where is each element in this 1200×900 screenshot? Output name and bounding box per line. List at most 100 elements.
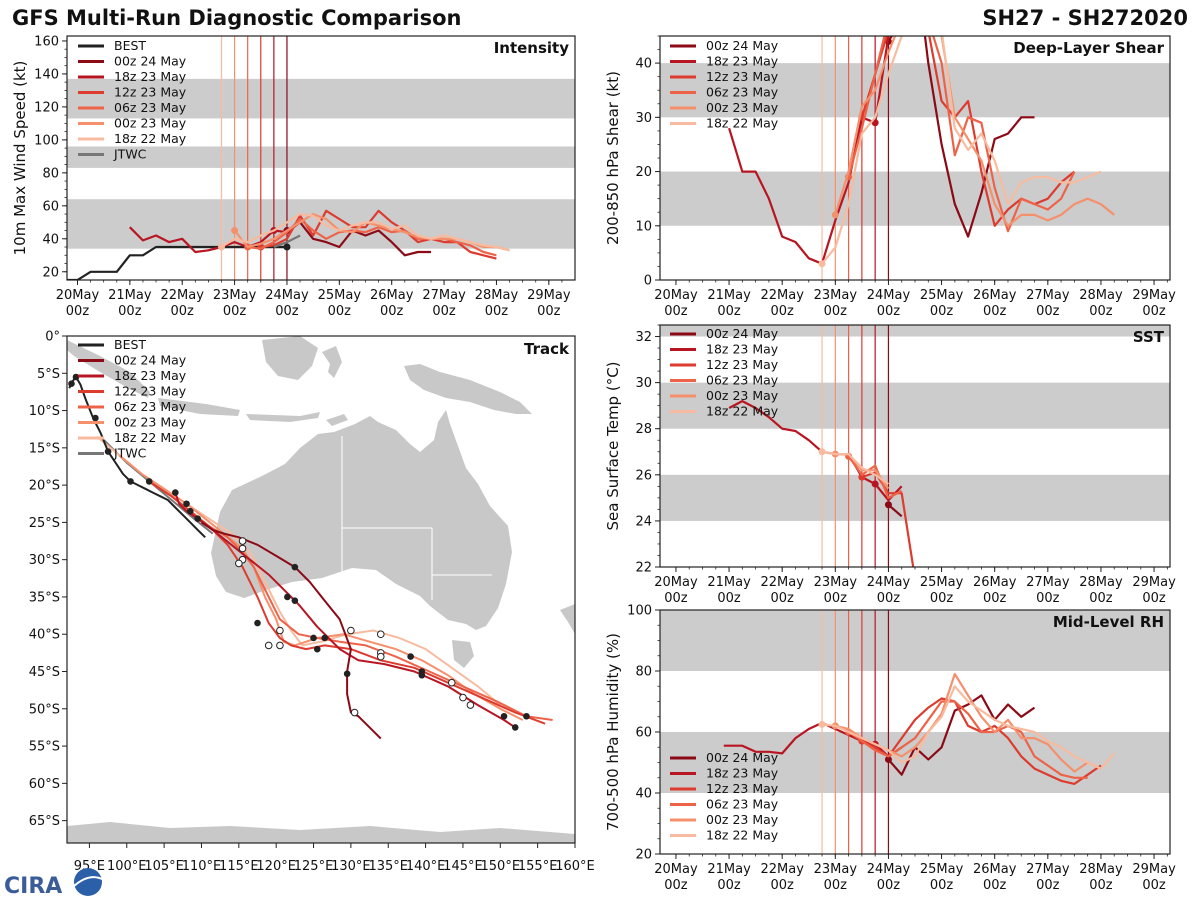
track-plot-area — [68, 373, 553, 740]
track-point-0000z — [186, 507, 194, 515]
track-point-0000z — [145, 478, 153, 485]
shear-xtick-label-hour: 00z — [1036, 304, 1060, 319]
shear-legend-label-12z-23-may: 12z 23 May — [706, 69, 779, 84]
rh-legend-label-00z-24-may: 00z 24 May — [706, 750, 779, 765]
track-point-0000z — [194, 515, 202, 522]
track-xtick-label: 110°E — [182, 859, 222, 874]
intensity-frame — [66, 35, 576, 281]
intensity-xtick-label-hour: 00z — [171, 304, 195, 319]
shear-legend-label-00z-23-may: 00z 23 May — [706, 100, 779, 115]
intensity-ytick-label: 120 — [34, 100, 59, 115]
shear-series-12z-23-may — [860, 36, 1076, 227]
shear-point-18z-22-may — [818, 260, 826, 268]
track-point-0000z — [172, 489, 179, 496]
shear-panel: 01020304020May00z21May00z22May00z23May00… — [604, 35, 1176, 319]
shear-xtick-label-hour: 00z — [771, 304, 795, 319]
sst-point-00z-24-may — [884, 501, 892, 509]
track-xtick-label: 135°E — [368, 859, 408, 874]
intensity-title: Intensity — [494, 39, 570, 57]
rh-xtick-label-hour: 00z — [930, 878, 954, 893]
intensity-xtick-label-day: 22May — [161, 288, 205, 303]
track-point-0000z — [127, 478, 134, 485]
rh-xtick-label-hour: 00z — [771, 878, 795, 893]
rh-xtick-label-hour: 00z — [1036, 878, 1060, 893]
intensity-point-best — [283, 243, 291, 251]
rh-xtick-label-day: 29May — [1132, 862, 1176, 877]
intensity-xtick-label-hour: 00z — [66, 304, 90, 319]
rh-xtick-label-hour: 00z — [664, 878, 688, 893]
rh-series-18z-22-may — [821, 685, 1116, 770]
rh-ytick-label: 20 — [635, 848, 652, 863]
track-ytick-label: 5°S — [37, 367, 60, 382]
rh-xtick-label-day: 25May — [920, 862, 964, 877]
sst-xtick-label-hour: 00z — [1036, 591, 1060, 606]
intensity-ytick-label: 40 — [42, 232, 59, 247]
sst-xtick-label-hour: 00z — [664, 591, 688, 606]
track-xtick-label: 150°E — [481, 859, 521, 874]
track-xtick-label: 125°E — [294, 859, 334, 874]
sst-ytick-label: 32 — [635, 330, 652, 345]
track-ytick-label: 35°S — [29, 590, 60, 605]
shear-legend-label-18z-22-may: 18z 22 May — [706, 116, 779, 131]
sst-xtick-label-day: 22May — [760, 575, 804, 590]
rh-xtick-label-day: 24May — [867, 862, 911, 877]
sst-ylabel: Sea Surface Temp (°C) — [604, 361, 622, 530]
track-legend-label-best: BEST — [114, 337, 146, 352]
shear-ytick-label: 30 — [635, 111, 652, 126]
sst-band — [660, 474, 1170, 521]
intensity-xtick-label-day: 29May — [527, 288, 571, 303]
sst-panel: 22242628303220May00z21May00z22May00z23Ma… — [604, 324, 1176, 606]
track-point-0000z — [418, 671, 426, 679]
sst-ytick-label: 22 — [635, 561, 652, 576]
intensity-xtick-label-hour: 00z — [328, 304, 352, 319]
track-xtick-label: 115°E — [219, 859, 259, 874]
intensity-xtick-label-hour: 00z — [537, 304, 561, 319]
track-point-1200z — [376, 652, 385, 661]
track-legend-label-00z-23-may: 00z 23 May — [114, 415, 187, 430]
intensity-xtick-label-hour: 00z — [275, 304, 299, 319]
track-point-0000z — [291, 597, 299, 604]
shear-band — [660, 171, 1170, 226]
rh-panel: 2040608010020May00z21May00z22May00z23May… — [604, 604, 1176, 894]
sst-xtick-label-hour: 00z — [983, 591, 1007, 606]
shear-xtick-label-hour: 00z — [983, 304, 1007, 319]
logo-swoosh-icon — [73, 876, 105, 887]
intensity-point-00z-23-may — [231, 227, 239, 235]
intensity-xtick-label-day: 28May — [475, 288, 519, 303]
track-point-1200z — [235, 559, 243, 568]
track-legend-label-18z-23-may: 18z 23 May — [114, 368, 187, 383]
track-point-0000z — [343, 670, 351, 678]
intensity-ytick-label: 60 — [42, 199, 59, 214]
track-point-0000z — [407, 653, 414, 660]
track-ytick-label: 0° — [45, 330, 60, 345]
track-point-1200z — [466, 701, 475, 709]
shear-xtick-label-day: 28May — [1079, 288, 1123, 303]
track-legend-label-12z-23-may: 12z 23 May — [114, 384, 187, 399]
shear-ytick-label: 0 — [644, 274, 652, 289]
sst-xtick-label-hour: 00z — [1089, 591, 1113, 606]
track-point-1200z — [459, 693, 467, 702]
rh-title: Mid-Level RH — [1053, 613, 1164, 631]
track-xtick-label: 130°E — [331, 859, 371, 874]
new-guinea — [404, 364, 532, 414]
track-xtick-label: 160°E — [555, 859, 595, 874]
intensity-xtick-label-day: 25May — [318, 288, 362, 303]
sst-legend-label-18z-22-may: 18z 22 May — [706, 404, 779, 419]
sst-xtick-label-hour: 00z — [824, 591, 848, 606]
track-ytick-label: 45°S — [29, 665, 60, 680]
rh-legend-label-06z-23-may: 06z 23 May — [706, 797, 779, 812]
shear-ytick-label: 40 — [635, 57, 652, 72]
shear-title: Deep-Layer Shear — [1013, 39, 1164, 57]
track-point-1200z — [264, 641, 273, 650]
intensity-legend-label-18z-22-may: 18z 22 May — [114, 131, 187, 146]
sst-xtick-label-day: 21May — [707, 575, 751, 590]
shear-band — [660, 63, 1170, 118]
rh-xtick-label-day: 22May — [760, 862, 804, 877]
sst-xtick-label-hour: 00z — [877, 591, 901, 606]
intensity-xtick-label-hour: 00z — [432, 304, 456, 319]
timor — [326, 414, 348, 426]
intensity-legend-label-00z-24-may: 00z 24 May — [114, 54, 187, 69]
cira-logo: CIRA — [4, 868, 105, 899]
rh-ytick-label: 40 — [635, 787, 652, 802]
intensity-band — [67, 78, 575, 119]
